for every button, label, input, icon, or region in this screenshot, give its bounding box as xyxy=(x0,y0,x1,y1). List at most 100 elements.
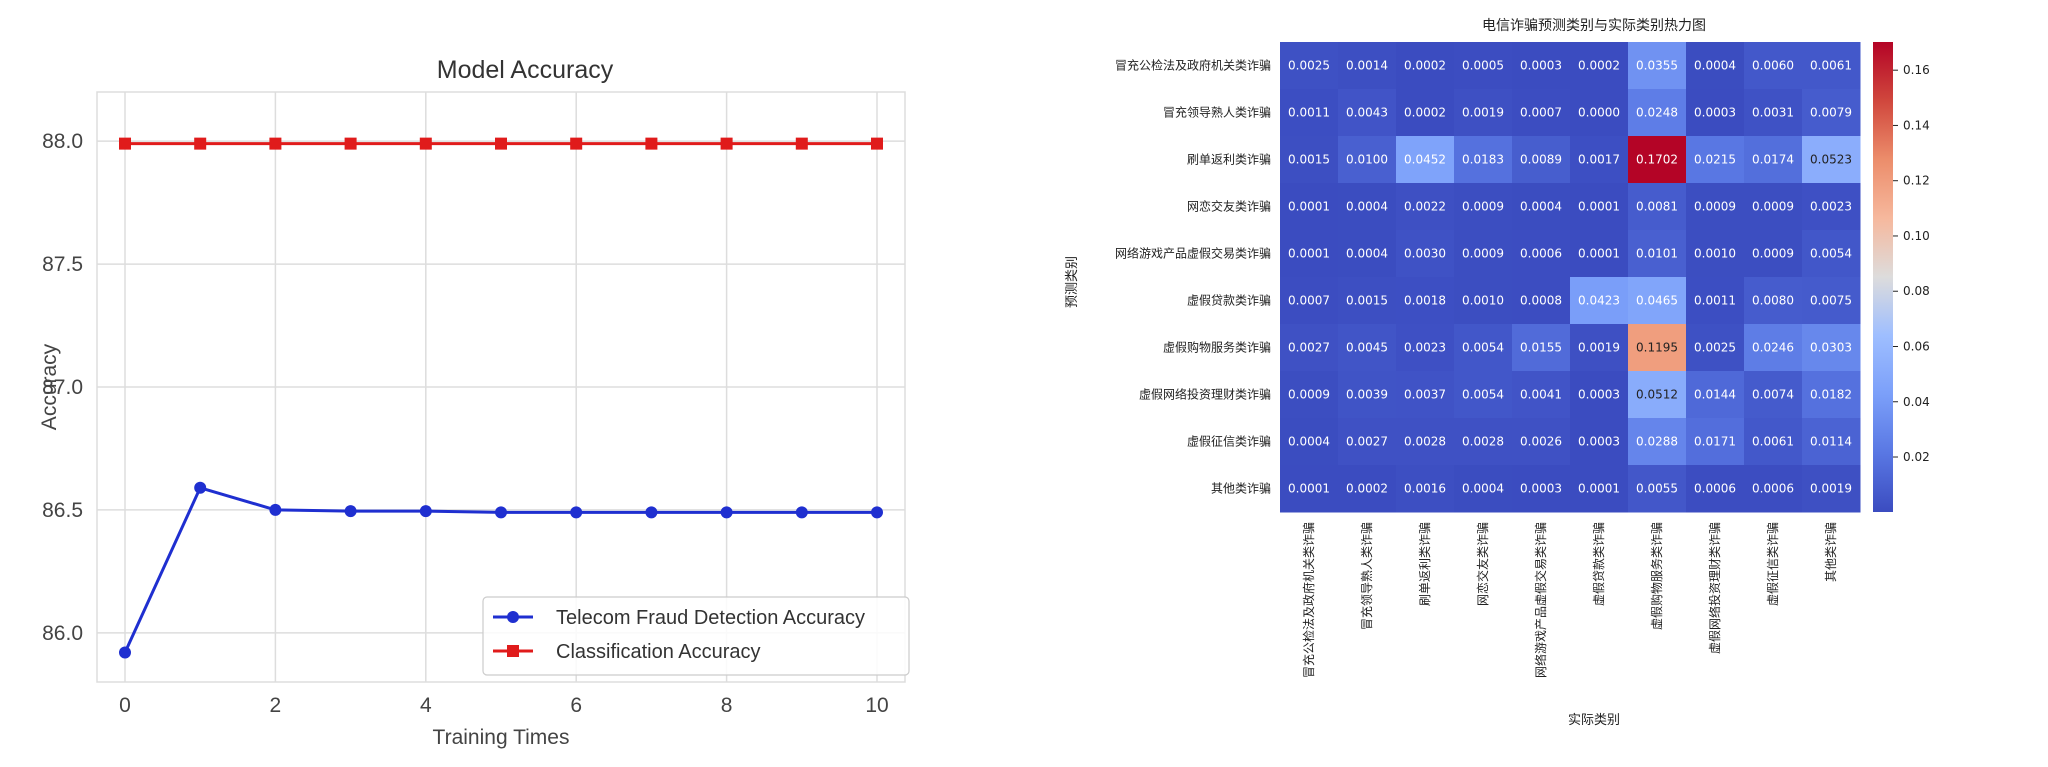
heatmap-cell-label: 0.0002 xyxy=(1404,106,1446,120)
data-point xyxy=(344,137,357,150)
heatmap-cell xyxy=(1686,371,1745,419)
heatmap-cell-label: 0.0005 xyxy=(1462,59,1504,73)
heatmap-cell xyxy=(1338,136,1397,184)
heatmap-column-label: 其他类诈骗 xyxy=(1823,522,1838,582)
heatmap-cell-label: 0.0114 xyxy=(1810,435,1852,449)
heatmap-cell-label: 0.0002 xyxy=(1346,482,1388,496)
heatmap-cell xyxy=(1454,89,1513,137)
heatmap-cell xyxy=(1628,230,1687,278)
legend-box xyxy=(482,596,910,676)
y-tick-label: 86.0 xyxy=(42,622,83,645)
heatmap-cell-label: 0.0003 xyxy=(1520,482,1562,496)
heatmap-cell xyxy=(1744,371,1803,419)
heatmap-cell xyxy=(1396,230,1455,278)
heatmap-cell-label: 0.0144 xyxy=(1694,388,1736,402)
line-x-axis-label: Training Times xyxy=(433,726,570,749)
heatmap-title: 电信诈骗预测类别与实际类别热力图 xyxy=(1482,18,1706,34)
heatmap-cell xyxy=(1628,136,1687,184)
heatmap-cell xyxy=(1628,89,1687,137)
data-point xyxy=(495,137,507,150)
heatmap-cell xyxy=(1744,465,1803,513)
heatmap-cell xyxy=(1512,324,1571,372)
heatmap-cell-label: 0.0061 xyxy=(1752,435,1794,449)
heatmap-cell xyxy=(1802,89,1861,137)
heatmap-cell-label: 0.0079 xyxy=(1810,106,1852,120)
heatmap-cell xyxy=(1744,324,1803,372)
heatmap-cell-label: 0.0007 xyxy=(1520,106,1562,120)
y-tick-label: 88.0 xyxy=(42,130,83,153)
heatmap-cell xyxy=(1396,42,1455,90)
heatmap-cell xyxy=(1280,183,1339,231)
heatmap-cell xyxy=(1570,183,1629,231)
heatmap-cell-label: 0.0060 xyxy=(1752,59,1794,73)
line-series xyxy=(119,137,883,659)
heatmap-cell-label: 0.0002 xyxy=(1404,59,1446,73)
data-point xyxy=(119,137,131,150)
heatmap-cell xyxy=(1570,42,1629,90)
heatmap-cell xyxy=(1686,183,1745,231)
heatmap-cell xyxy=(1280,42,1339,90)
heatmap-cell-label: 0.0003 xyxy=(1578,388,1620,402)
heatmap-cells: 0.0025 0.0014 0.0002 0.0005 0.0003 0.0002 0.03… xyxy=(1280,42,1861,513)
heatmap-cell-label: 0.0004 xyxy=(1346,200,1388,214)
heatmap-cell-label: 0.0054 xyxy=(1462,388,1504,402)
heatmap-cell-label: 0.0015 xyxy=(1346,294,1388,308)
heatmap-cell-label: 0.0009 xyxy=(1752,247,1794,261)
line-x-ticks: 0 2 4 6 8 10 xyxy=(119,694,889,717)
heatmap-cell-label: 0.0006 xyxy=(1520,247,1562,261)
heatmap-cell-label: 0.0045 xyxy=(1346,341,1388,355)
heatmap-cell xyxy=(1802,324,1861,372)
heatmap-cell xyxy=(1454,136,1513,184)
data-point xyxy=(119,646,131,659)
heatmap-cell xyxy=(1570,230,1629,278)
line-chart-title: Model Accuracy xyxy=(437,56,614,84)
heatmap-cell-label: 0.0001 xyxy=(1578,247,1620,261)
data-point xyxy=(194,481,207,494)
heatmap-cell xyxy=(1396,89,1455,137)
data-point xyxy=(720,506,733,519)
heatmap-column-label: 虚假购物服务类诈骗 xyxy=(1649,522,1664,630)
heatmap-row-labels: 冒充公检法及政府机关类诈骗冒充领导熟人类诈骗刷单返利类诈骗网恋交友类诈骗网络游戏… xyxy=(1115,58,1271,496)
heatmap-cell-label: 0.0001 xyxy=(1288,482,1330,496)
heatmap-cell xyxy=(1280,136,1339,184)
heatmap-cell-label: 0.0100 xyxy=(1346,153,1388,167)
heatmap-cell xyxy=(1454,230,1513,278)
heatmap-cell-label: 0.0009 xyxy=(1462,200,1504,214)
heatmap-cell xyxy=(1744,183,1803,231)
heatmap-cell xyxy=(1802,277,1861,325)
heatmap-cell-label: 0.0000 xyxy=(1578,106,1620,120)
heatmap-cell xyxy=(1338,371,1397,419)
legend-marker-blue xyxy=(507,611,519,623)
heatmap-cell-label: 0.0001 xyxy=(1288,200,1330,214)
heatmap-cell xyxy=(1570,136,1629,184)
heatmap-cell-label: 0.0054 xyxy=(1462,341,1504,355)
heatmap-cell xyxy=(1280,371,1339,419)
heatmap-y-axis-label: 预测类别 xyxy=(1065,256,1080,308)
heatmap-cell xyxy=(1802,136,1861,184)
heatmap-cell-label: 0.0355 xyxy=(1636,59,1678,73)
heatmap-cell xyxy=(1512,465,1571,513)
heatmap-cell-label: 0.0014 xyxy=(1346,59,1388,73)
heatmap-column-labels: 冒充公检法及政府机关类诈骗 冒充领导熟人类诈骗 刷单返利类诈骗 网恋交友类诈骗 网络游戏… xyxy=(1301,522,1838,678)
heatmap-cell xyxy=(1628,277,1687,325)
heatmap-cell-label: 0.0006 xyxy=(1694,482,1736,496)
heatmap-cell xyxy=(1454,371,1513,419)
x-tick-label: 10 xyxy=(865,694,888,717)
heatmap-cell xyxy=(1280,230,1339,278)
heatmap-colorbar xyxy=(1873,42,1893,512)
heatmap-cell xyxy=(1396,277,1455,325)
heatmap-cell xyxy=(1280,277,1339,325)
heatmap-cell-label: 0.0017 xyxy=(1578,153,1620,167)
heatmap-cell-label: 0.0009 xyxy=(1752,200,1794,214)
heatmap-cell xyxy=(1570,418,1629,466)
heatmap-row-label: 冒充公检法及政府机关类诈骗 xyxy=(1115,58,1271,73)
data-point xyxy=(570,137,583,150)
heatmap-cell xyxy=(1686,230,1745,278)
heatmap-cell xyxy=(1512,230,1571,278)
heatmap-cell-label: 0.0004 xyxy=(1462,482,1504,496)
heatmap-cell xyxy=(1686,324,1745,372)
heatmap-cell-label: 0.0019 xyxy=(1462,106,1504,120)
heatmap-cell-label: 0.0025 xyxy=(1288,59,1330,73)
heatmap-cell xyxy=(1338,89,1397,137)
heatmap-cell xyxy=(1454,418,1513,466)
